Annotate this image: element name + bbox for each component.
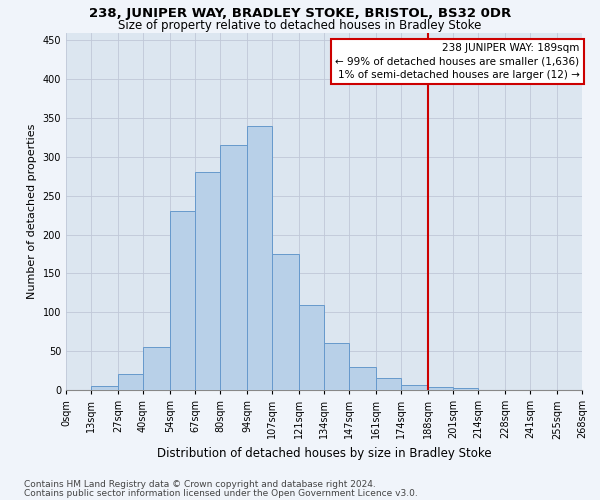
- Bar: [91, 386, 118, 390]
- Bar: [428, 387, 453, 390]
- Bar: [376, 378, 401, 390]
- Bar: [118, 374, 143, 390]
- Bar: [324, 344, 349, 390]
- Bar: [401, 384, 428, 390]
- Text: 238, JUNIPER WAY, BRADLEY STOKE, BRISTOL, BS32 0DR: 238, JUNIPER WAY, BRADLEY STOKE, BRISTOL…: [89, 8, 511, 20]
- Text: Contains HM Land Registry data © Crown copyright and database right 2024.: Contains HM Land Registry data © Crown c…: [24, 480, 376, 489]
- Bar: [349, 366, 376, 390]
- Text: Size of property relative to detached houses in Bradley Stoke: Size of property relative to detached ho…: [118, 18, 482, 32]
- Text: Contains public sector information licensed under the Open Government Licence v3: Contains public sector information licen…: [24, 489, 418, 498]
- Y-axis label: Number of detached properties: Number of detached properties: [27, 124, 37, 299]
- Bar: [143, 348, 170, 390]
- Bar: [170, 211, 195, 390]
- Bar: [220, 145, 247, 390]
- Bar: [299, 304, 324, 390]
- Text: 238 JUNIPER WAY: 189sqm
← 99% of detached houses are smaller (1,636)
1% of semi-: 238 JUNIPER WAY: 189sqm ← 99% of detache…: [335, 43, 580, 80]
- Bar: [195, 172, 220, 390]
- Bar: [247, 126, 272, 390]
- Bar: [453, 388, 478, 390]
- X-axis label: Distribution of detached houses by size in Bradley Stoke: Distribution of detached houses by size …: [157, 447, 491, 460]
- Bar: [272, 254, 299, 390]
